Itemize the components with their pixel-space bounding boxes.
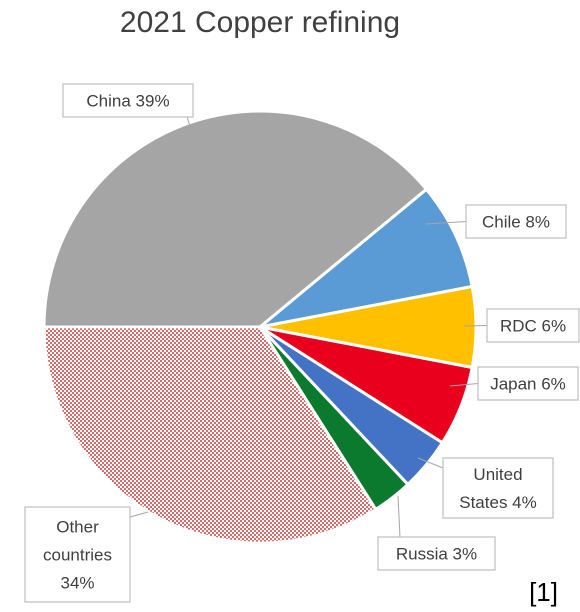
slice-label: United (473, 465, 522, 484)
pie-slice (259, 187, 474, 329)
pie-slices (42, 109, 478, 545)
callout-labels: China 39% Chile 8% RDC 6% Japan 6% United Sta… (24, 83, 580, 603)
pie-slice (42, 109, 429, 329)
pie-slice (42, 325, 378, 545)
leader-lines (129, 116, 488, 538)
slice-label: Japan 6% (490, 375, 566, 394)
chart-title: 2021 Copper refining (119, 6, 401, 39)
callout-box (24, 506, 131, 603)
leader-line (417, 457, 444, 469)
callout-box (442, 457, 554, 519)
slice-label: Russia 3% (396, 545, 477, 564)
leader-line (186, 116, 191, 127)
callout-box (377, 536, 496, 571)
slice-label: China 39% (86, 92, 169, 111)
leader-line (129, 511, 149, 518)
slice-label: 34% (60, 574, 94, 593)
leader-line (397, 495, 401, 538)
callout-box (486, 308, 580, 343)
leader-line (449, 383, 479, 387)
leader-line (425, 221, 467, 225)
slice-label: States 4% (459, 493, 537, 512)
slice-label: Chile 8% (482, 213, 550, 232)
slice-label: RDC 6% (500, 317, 566, 336)
callout-box (477, 366, 579, 401)
callout-box (62, 83, 194, 118)
reference-footnote: [1] (529, 577, 558, 607)
callout-box (465, 204, 567, 239)
leader-line (463, 325, 488, 327)
slice-label: countries (43, 546, 112, 565)
slice-label: Other (56, 518, 99, 537)
